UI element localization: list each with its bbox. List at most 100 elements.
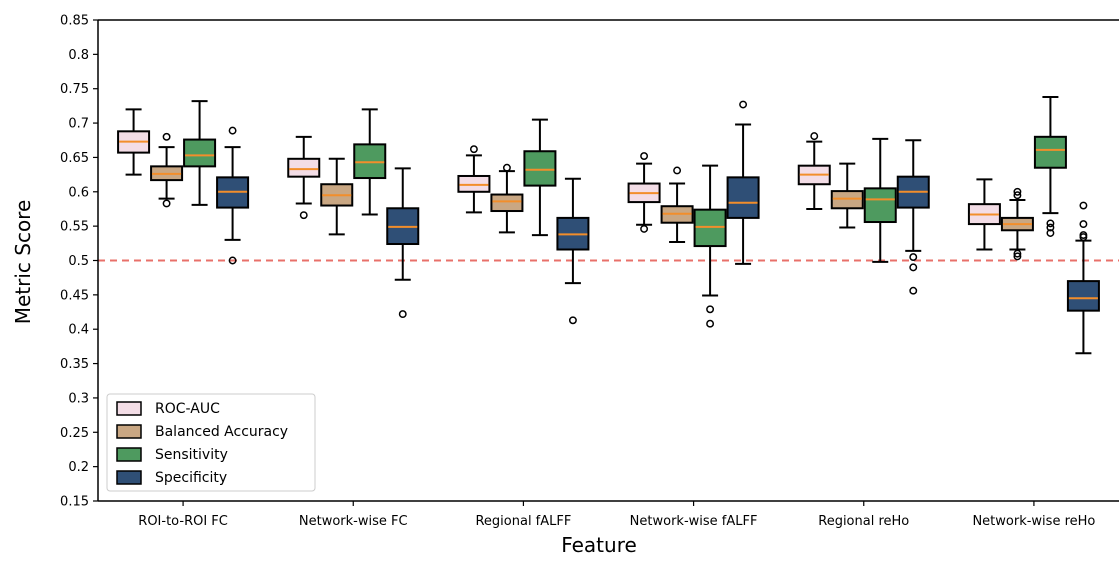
box-iqr [287,157,321,178]
box-5-0 [967,178,1001,251]
box-iqr [863,187,897,224]
outlier-point [228,126,237,135]
x-tick-label: Network-wise FC [299,514,408,529]
y-tick-label: 0.3 [68,391,89,406]
box-2-0 [457,145,491,214]
box-1-3 [386,167,420,319]
box-0-0 [117,108,151,176]
box-3-0 [627,152,661,233]
y-axis-title: Metric Score [11,200,35,325]
box-1-2 [353,108,387,216]
outlier-point [502,163,511,172]
x-axis: ROI-to-ROI FC Network-wise FC Regional fAL… [138,501,1095,529]
outlier-point [1013,191,1022,200]
x-tick-label: Regional fALFF [475,514,571,529]
outlier-point [640,152,649,161]
outlier-point [673,166,682,175]
y-tick-label: 0.25 [60,426,89,441]
box-iqr [490,193,524,213]
outlier-point [909,253,918,262]
y-tick-label: 0.8 [68,48,89,63]
box-4-0 [797,132,831,210]
box-1-0 [287,135,321,220]
box-3-2 [693,164,727,328]
outlier-point [909,263,918,272]
box-0-3 [216,126,250,265]
box-2-1 [490,163,524,234]
y-tick-label: 0.5 [68,254,89,269]
legend-label: Sensitivity [155,447,228,463]
box-iqr [1033,135,1067,169]
outlier-point [568,316,577,325]
legend-swatch [116,424,142,439]
box-4-2 [863,137,897,263]
outlier-point [1079,233,1088,242]
box-0-1 [150,132,184,208]
box-4-3 [896,139,930,295]
x-axis-title: Feature [561,533,637,557]
box-iqr [693,208,727,248]
legend-frame [106,393,316,492]
outlier-point [706,319,715,328]
y-tick-label: 0.15 [60,495,89,510]
outlier-point [1013,252,1022,261]
legend-swatch [116,470,142,485]
legend-swatch [116,401,142,416]
y-axis: 0.15 0.2 0.25 0.3 0.35 0.4 0.45 0.5 0.55 0.6 0.65 0… [60,14,98,510]
outlier-point [162,132,171,141]
outlier-point [299,211,308,220]
box-iqr [353,143,387,180]
outlier-point [398,310,407,319]
legend-label: Specificity [155,470,227,486]
box-iqr [457,174,491,193]
box-2-3 [556,177,590,325]
legend-label: ROC-AUC [155,401,220,417]
y-tick-label: 0.2 [68,460,89,475]
outlier-point [1079,201,1088,210]
outlier-point [739,100,748,109]
outlier-point [162,199,171,208]
outlier-point [469,145,478,154]
outlier-point [706,305,715,314]
box-iqr [523,150,557,187]
outlier-point [1013,187,1022,196]
box-3-3 [726,100,760,265]
box-5-1 [1000,187,1034,261]
y-tick-label: 0.65 [60,151,89,166]
box-1-1 [320,157,354,236]
legend: ROC-AUC Balanced Accuracy Sensitivity Speci… [106,393,316,492]
legend-swatch [116,447,142,462]
outlier-point [1013,249,1022,258]
y-tick-label: 0.85 [60,14,89,29]
box-iqr [726,176,760,219]
legend-label: Balanced Accuracy [155,424,288,440]
box-4-1 [830,162,864,229]
box-5-2 [1033,95,1067,237]
box-2-2 [523,118,557,237]
outlier-point [810,132,819,141]
box-iqr [830,190,864,210]
y-tick-label: 0.75 [60,82,89,97]
y-tick-label: 0.45 [60,288,89,303]
outlier-point [228,256,237,265]
box-5-3 [1066,201,1100,355]
box-iqr [183,138,217,168]
outlier-point [640,224,649,233]
y-tick-label: 0.35 [60,357,89,372]
y-tick-label: 0.4 [68,323,89,338]
x-tick-label: Network-wise reHo [972,514,1095,529]
x-tick-label: Regional reHo [818,514,909,529]
x-tick-label: Network-wise fALFF [630,514,758,529]
outlier-point [1079,220,1088,229]
outlier-point [1046,223,1055,232]
outlier-point [1046,219,1055,228]
plot-area [97,19,1119,502]
y-tick-label: 0.7 [68,117,89,132]
box-iqr [1066,280,1100,312]
y-tick-label: 0.55 [60,220,89,235]
outlier-point [1046,229,1055,237]
box-0-2 [183,100,217,206]
outlier-point [909,286,918,295]
x-tick-label: ROI-to-ROI FC [138,514,228,529]
